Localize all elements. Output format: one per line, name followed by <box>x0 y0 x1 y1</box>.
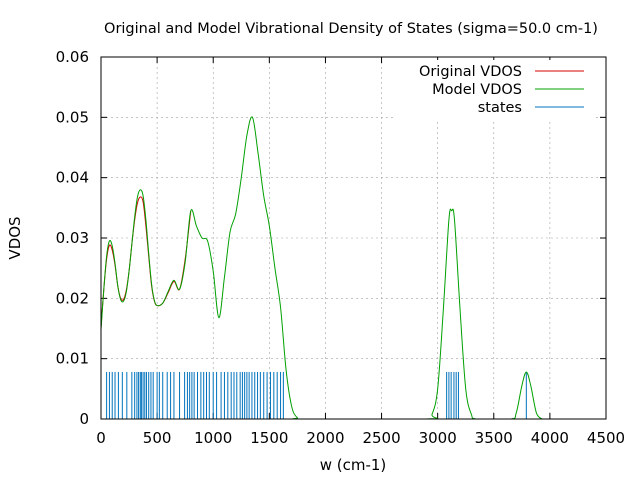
x-tick-label: 0 <box>96 429 106 447</box>
x-tick-label: 4000 <box>531 429 569 447</box>
y-tick-label: 0.02 <box>56 289 89 307</box>
y-tick-label: 0 <box>79 410 89 428</box>
plot-frame <box>100 56 607 420</box>
states-series <box>106 371 527 419</box>
model-vdos-line <box>100 116 543 420</box>
x-tick-label: 3500 <box>475 429 513 447</box>
legend-label-original: Original VDOS <box>419 64 522 80</box>
legend-label-states: states <box>478 100 522 116</box>
x-axis-label: w (cm-1) <box>320 456 387 474</box>
x-tick-label: 500 <box>143 429 172 447</box>
y-tick-label: 0.04 <box>56 169 89 187</box>
x-tick-label: 3000 <box>419 429 457 447</box>
y-tick-label: 0.03 <box>56 229 89 247</box>
legend-label-model: Model VDOS <box>432 82 522 98</box>
x-tick-label: 2500 <box>362 429 400 447</box>
x-tick-label: 2000 <box>306 429 344 447</box>
x-tick-label: 1000 <box>194 429 232 447</box>
x-tick-labels: 0 500 1000 1500 2000 2500 3000 3500 4000 4500 <box>96 429 625 447</box>
y-tick-label: 0.05 <box>56 108 89 126</box>
y-tick-labels: 0 0.01 0.02 0.03 0.04 0.05 0.06 <box>56 48 89 428</box>
y-axis-label: VDOS <box>6 216 24 259</box>
x-tick-label: 4500 <box>587 429 625 447</box>
curve-series <box>100 116 543 420</box>
chart-title: Original and Model Vibrational Density o… <box>104 21 598 37</box>
x-tick-label: 1500 <box>250 429 288 447</box>
y-tick-label: 0.01 <box>56 350 89 368</box>
legend: Original VDOS Model VDOS states <box>396 60 596 120</box>
y-tick-label: 0.06 <box>56 48 89 66</box>
